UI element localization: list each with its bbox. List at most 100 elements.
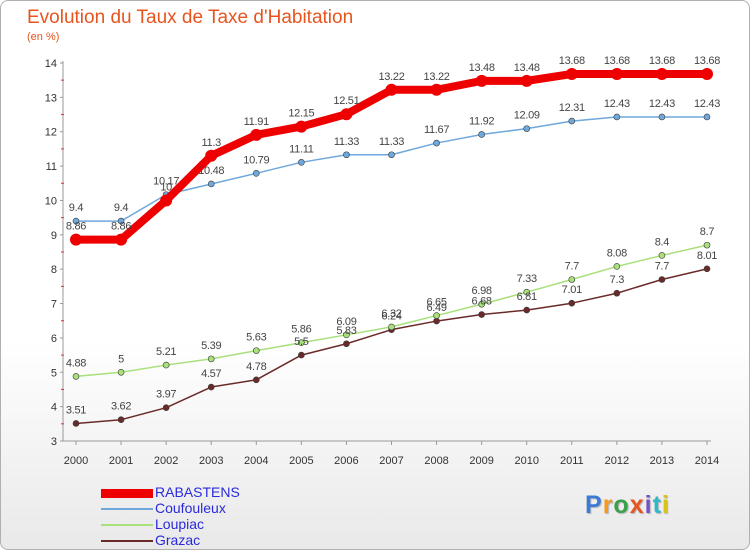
chart-title: Evolution du Taux de Taxe d'Habitation [27,7,354,28]
x-tick-label: 2013 [650,455,674,467]
data-point [252,347,260,354]
data-label: 11.67 [424,124,449,136]
data-point [343,340,350,348]
data-label: 6.81 [517,291,537,303]
data-point [72,420,80,427]
data-label: 12.43 [604,98,630,110]
data-label: 5.21 [156,346,176,358]
data-label: 4.57 [201,368,221,380]
x-tick-label: 2002 [154,455,178,467]
data-label: 10.79 [243,154,269,166]
data-label: 8.01 [697,250,717,262]
data-point [433,139,440,147]
y-tick-label: 6 [51,333,57,345]
data-label: 13.68 [559,55,585,67]
data-label: 6.09 [336,316,356,328]
chart-subtitle: (en %) [27,31,60,43]
data-label: 7.3 [610,274,625,286]
data-label: 5.63 [246,332,266,344]
legend-swatch [101,540,153,542]
data-label: 8.08 [607,247,627,259]
legend-swatch [101,488,153,498]
data-label: 7.01 [562,284,582,296]
data-point [655,67,668,80]
data-label: 11.33 [379,136,404,148]
data-point [658,276,666,283]
data-point [252,170,260,177]
data-point [340,108,353,121]
legend-label: RABASTENS [155,484,240,500]
data-point [388,323,395,331]
data-label: 9.4 [69,202,84,214]
data-point [72,217,80,225]
legend-label: Grazac [155,532,201,548]
data-label: 7.33 [517,273,537,285]
brand-logo: Proxiti [585,491,670,520]
data-label: 6.24 [381,311,401,323]
data-label: 7.7 [655,260,670,272]
data-label: 8.86 [111,221,131,233]
x-tick-label: 2003 [199,455,223,467]
legend-label: Loupiac [155,516,205,532]
data-point [298,351,305,359]
y-tick-label: 10 [45,195,57,207]
data-label: 12.09 [514,110,540,122]
data-point [250,128,263,141]
data-point [433,317,440,325]
y-tick-label: 7 [51,299,57,311]
data-label: 12.51 [333,95,359,107]
data-point [207,180,215,188]
data-label: 6.65 [426,297,446,309]
x-tick-label: 2000 [64,455,88,467]
series-line-coufouleux [75,116,708,222]
y-tick-label: 14 [45,58,57,70]
brand-letter: t [652,491,662,519]
data-label: 11.11 [289,143,314,155]
data-point [298,339,305,347]
data-point [430,83,443,96]
data-label: 10.17 [153,176,179,188]
data-label: 11.92 [469,115,494,127]
data-label: 13.48 [469,62,495,74]
data-point [252,376,260,384]
data-point [117,368,125,376]
data-label: 6.68 [472,296,492,308]
y-tick-label: 12 [45,127,57,139]
x-tick-label: 2012 [605,455,629,467]
data-point [117,416,125,423]
data-point [703,241,711,249]
x-tick-label: 2008 [424,455,448,467]
data-point [520,74,533,87]
data-label: 3.51 [66,404,86,416]
y-tick-label: 5 [51,367,57,379]
data-point [478,311,485,318]
data-point [343,331,350,339]
y-tick-label: 4 [51,402,57,414]
data-label: 11.3 [202,137,222,149]
y-tick-label: 13 [45,92,57,104]
brand-letter: i [644,491,653,519]
data-label: 5.39 [201,340,221,352]
data-label: 4.78 [246,361,266,373]
data-label: 13.48 [514,62,540,74]
x-tick-label: 2004 [244,455,268,467]
data-label: 6.32 [381,308,401,320]
data-label: 11.91 [244,116,269,128]
x-tick-label: 2010 [514,455,538,467]
data-point [478,300,485,308]
data-label: 9.4 [114,202,129,214]
data-label: 3.62 [111,401,131,413]
brand-letter: i [661,491,670,519]
data-point [207,383,215,391]
brand-letter: P [585,491,603,519]
data-point [72,373,80,380]
x-tick-label: 2009 [469,455,493,467]
data-label: 8.86 [66,221,86,233]
y-tick-label: 3 [51,436,57,448]
data-label: 7.7 [565,260,580,272]
data-label: 6.49 [426,302,446,314]
data-label: 5 [118,353,124,365]
data-point [613,113,621,121]
